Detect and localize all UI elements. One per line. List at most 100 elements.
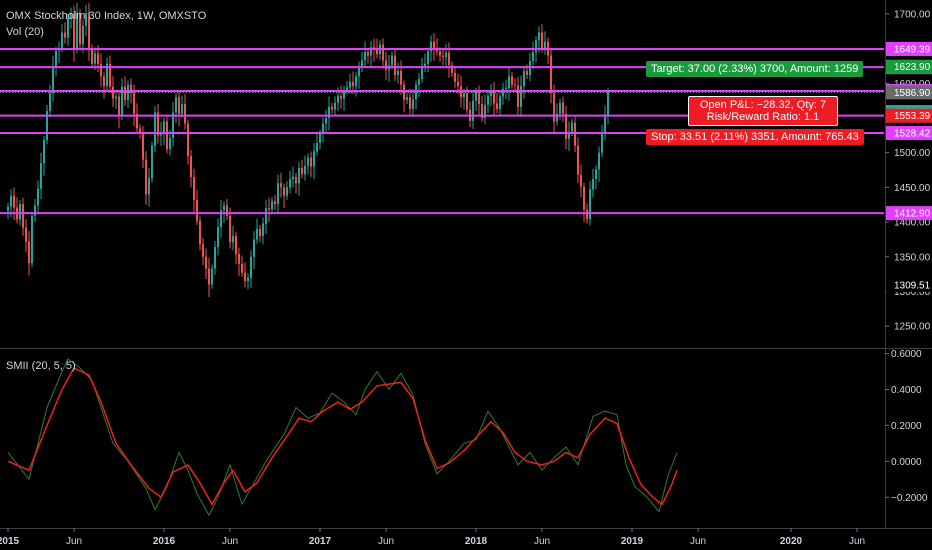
candle[interactable] [142,132,144,160]
candle[interactable] [487,95,489,105]
candle[interactable] [109,63,111,87]
candle[interactable] [304,165,306,175]
candle[interactable] [451,65,453,73]
candle[interactable] [607,92,609,116]
candle[interactable] [103,76,105,87]
candle[interactable] [448,52,450,66]
candle[interactable] [430,41,432,52]
candle[interactable] [97,53,99,64]
candle[interactable] [136,113,138,129]
candle[interactable] [217,226,219,248]
candle[interactable] [520,86,522,107]
candle[interactable] [232,235,234,243]
candle[interactable] [166,121,168,150]
candle[interactable] [544,41,546,49]
candle[interactable] [202,244,204,257]
candle[interactable] [496,103,498,109]
candle[interactable] [283,187,285,196]
candle[interactable] [586,209,588,220]
candle[interactable] [385,60,387,70]
candle[interactable] [490,90,492,96]
candle[interactable] [604,115,606,134]
smii-line-red[interactable] [7,367,678,506]
candle[interactable] [466,92,468,110]
candle[interactable] [550,55,552,93]
candle[interactable] [211,268,213,285]
candle[interactable] [514,84,516,86]
candle[interactable] [121,86,123,116]
candle[interactable] [481,104,483,118]
candle[interactable] [316,142,318,152]
candle[interactable] [397,70,399,75]
candle[interactable] [220,210,222,227]
candle[interactable] [61,32,63,48]
candle[interactable] [334,102,336,110]
candle[interactable] [250,256,252,278]
candle[interactable] [400,70,402,85]
candle[interactable] [181,104,183,114]
candle[interactable] [196,199,198,221]
candle[interactable] [157,112,159,136]
candle[interactable] [289,179,291,188]
candle[interactable] [7,206,9,211]
candle[interactable] [364,52,366,61]
candle[interactable] [541,32,543,49]
candle[interactable] [235,235,237,255]
candle[interactable] [247,277,249,282]
candle[interactable] [208,268,210,285]
indicator-panel[interactable] [7,358,678,516]
candle[interactable] [523,70,525,87]
candle[interactable] [94,53,96,64]
candle[interactable] [73,13,75,50]
candle[interactable] [325,117,327,124]
candle[interactable] [286,187,288,196]
candle[interactable] [427,51,429,64]
candle[interactable] [424,63,426,66]
candle[interactable] [409,97,411,109]
candle[interactable] [577,145,579,175]
candle[interactable] [46,111,48,141]
candle[interactable] [502,88,504,97]
candle[interactable] [322,123,324,134]
candle[interactable] [556,113,558,122]
candle[interactable] [553,92,555,122]
candle[interactable] [538,32,540,41]
candle[interactable] [223,205,225,211]
candle[interactable] [172,112,174,139]
candle[interactable] [55,50,57,66]
candle[interactable] [592,179,594,190]
candle[interactable] [367,52,369,56]
candle[interactable] [595,169,597,180]
candle[interactable] [268,208,270,210]
candle[interactable] [88,13,90,49]
candle[interactable] [331,106,333,110]
candle[interactable] [19,204,21,220]
candle[interactable] [292,176,294,180]
candle[interactable] [85,13,87,26]
candle[interactable] [439,51,441,56]
candle[interactable] [187,123,189,157]
candle[interactable] [517,85,519,107]
candle[interactable] [499,96,501,109]
candle[interactable] [178,97,180,114]
candle[interactable] [406,97,408,100]
candle[interactable] [457,81,459,87]
candle[interactable] [310,157,312,167]
candle[interactable] [262,223,264,236]
candle[interactable] [376,49,378,55]
candle[interactable] [343,90,345,99]
candle[interactable] [454,72,456,82]
candle[interactable] [229,215,231,243]
candle[interactable] [421,65,423,80]
candle[interactable] [442,55,444,57]
candle[interactable] [559,102,561,114]
candle[interactable] [472,100,474,121]
candle[interactable] [70,13,72,19]
candle[interactable] [133,92,135,114]
candle[interactable] [532,52,534,62]
candle[interactable] [265,208,267,224]
candle[interactable] [148,178,150,195]
candle[interactable] [526,70,528,75]
candle[interactable] [82,25,84,45]
candle[interactable] [508,76,510,89]
